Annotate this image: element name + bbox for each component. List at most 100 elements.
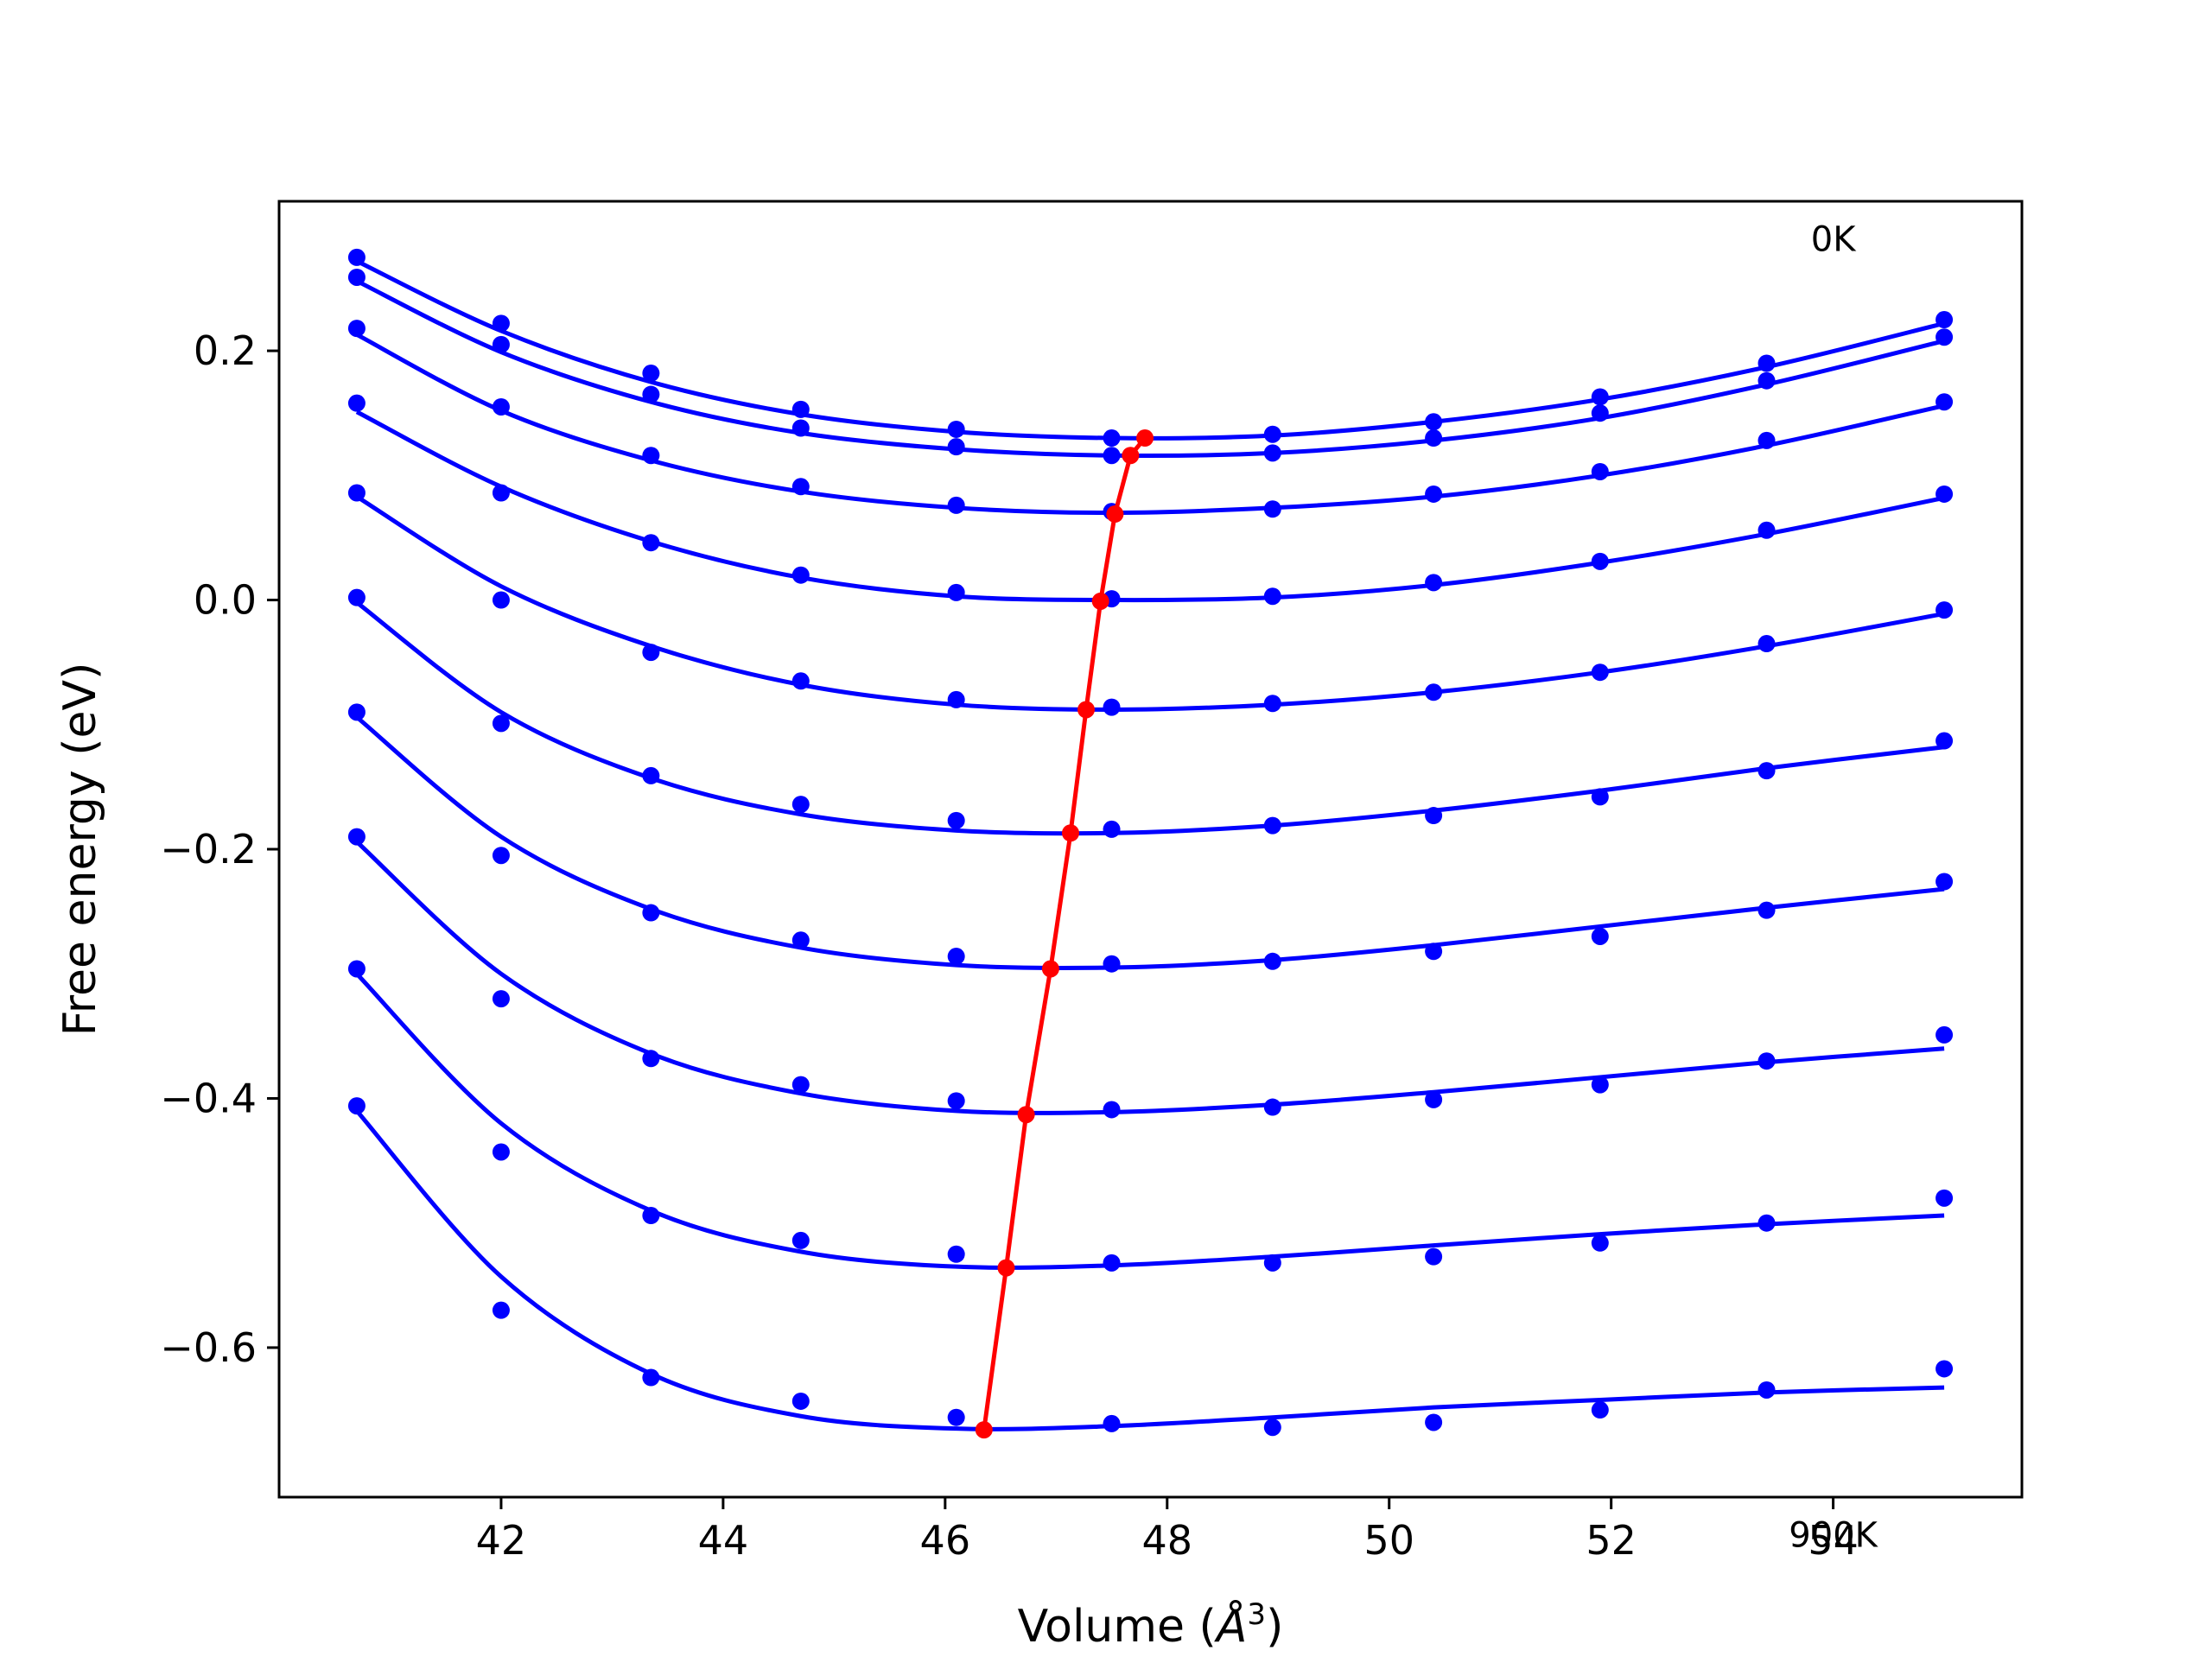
data-point — [347, 1097, 365, 1115]
data-point — [1103, 429, 1121, 447]
data-point — [791, 400, 810, 418]
data-point — [1103, 955, 1121, 973]
data-point — [947, 948, 965, 966]
data-point — [347, 394, 365, 412]
data-point — [1263, 1098, 1281, 1116]
data-point — [1591, 927, 1609, 945]
minimum-point — [1091, 592, 1109, 610]
x-tick-label: 50 — [1363, 1517, 1414, 1564]
data-point — [1591, 788, 1609, 806]
data-point — [1103, 698, 1121, 716]
data-point — [642, 447, 660, 465]
y-axis-ticks: 0.2 0.0 −0.2 −0.4 −0.6 — [160, 327, 279, 1371]
data-point — [1936, 1025, 1954, 1044]
data-point — [642, 385, 660, 403]
minimum-point — [1062, 824, 1080, 842]
data-point — [791, 672, 810, 690]
data-point — [1263, 952, 1281, 970]
minimum-point — [1106, 505, 1124, 524]
data-point — [1425, 429, 1443, 447]
data-point — [1936, 393, 1954, 411]
data-point — [947, 1245, 965, 1263]
data-point — [791, 1231, 810, 1249]
data-point — [347, 960, 365, 978]
data-point — [642, 1050, 660, 1068]
data-point — [347, 828, 365, 846]
data-point — [1936, 485, 1954, 503]
y-tick-label: −0.6 — [160, 1324, 257, 1371]
minimum-point — [1122, 447, 1140, 465]
data-point — [642, 904, 660, 922]
data-point — [492, 714, 510, 733]
data-point — [1103, 1101, 1121, 1119]
data-point — [1591, 1076, 1609, 1094]
data-point — [1936, 1189, 1954, 1207]
data-point — [947, 1092, 965, 1110]
data-point — [1263, 500, 1281, 518]
data-point — [1758, 901, 1776, 919]
data-point — [492, 335, 510, 353]
x-tick-label: 48 — [1141, 1517, 1192, 1564]
minimum-point — [997, 1259, 1015, 1277]
data-point — [791, 419, 810, 437]
data-point — [1758, 1381, 1776, 1399]
x-tick-label: 44 — [698, 1517, 749, 1564]
data-point — [1758, 354, 1776, 372]
data-point — [642, 1207, 660, 1225]
data-point — [347, 248, 365, 266]
data-point — [1591, 462, 1609, 480]
data-point — [347, 588, 365, 606]
data-point — [1103, 1414, 1121, 1432]
temperature-annotation: 0K — [1811, 220, 1857, 260]
data-point — [347, 484, 365, 502]
data-point — [492, 484, 510, 502]
minimum-point — [1136, 429, 1154, 447]
data-point — [1758, 431, 1776, 449]
data-point — [1758, 1214, 1776, 1232]
data-point — [347, 320, 365, 338]
minimum-point — [1077, 701, 1095, 719]
data-point — [1591, 552, 1609, 570]
data-point — [791, 478, 810, 496]
data-point — [492, 990, 510, 1008]
x-tick-label: 46 — [920, 1517, 971, 1564]
data-point — [947, 690, 965, 708]
data-point — [1936, 732, 1954, 750]
data-point — [1591, 663, 1609, 682]
x-axis-ticks: 42 44 46 48 50 52 54 — [476, 1497, 1859, 1564]
data-point — [492, 1143, 510, 1161]
data-point — [492, 397, 510, 416]
y-axis-label: Free energy (eV) — [54, 663, 106, 1037]
data-point — [1103, 1254, 1121, 1272]
data-point — [642, 1368, 660, 1387]
data-point — [1425, 943, 1443, 961]
data-point — [1263, 425, 1281, 443]
x-tick-label: 54 — [1808, 1517, 1859, 1564]
data-point — [642, 534, 660, 552]
data-point — [1936, 601, 1954, 619]
data-point — [1758, 371, 1776, 390]
data-point — [791, 566, 810, 584]
data-point — [1591, 1401, 1609, 1419]
data-point — [1263, 695, 1281, 713]
data-point — [947, 496, 965, 514]
data-point — [1758, 1052, 1776, 1070]
data-point — [1591, 404, 1609, 422]
data-point — [1425, 413, 1443, 431]
data-point — [791, 796, 810, 814]
data-point — [1263, 587, 1281, 606]
data-point — [1758, 762, 1776, 780]
data-point — [492, 847, 510, 865]
x-tick-label: 42 — [476, 1517, 527, 1564]
data-point — [1425, 485, 1443, 503]
data-point — [1758, 635, 1776, 653]
data-point — [1758, 521, 1776, 539]
data-point — [1936, 328, 1954, 346]
data-point — [1591, 1234, 1609, 1252]
data-point — [347, 703, 365, 721]
data-point — [492, 591, 510, 609]
y-tick-label: 0.2 — [194, 327, 257, 374]
data-point — [1591, 388, 1609, 406]
data-point — [1103, 820, 1121, 838]
